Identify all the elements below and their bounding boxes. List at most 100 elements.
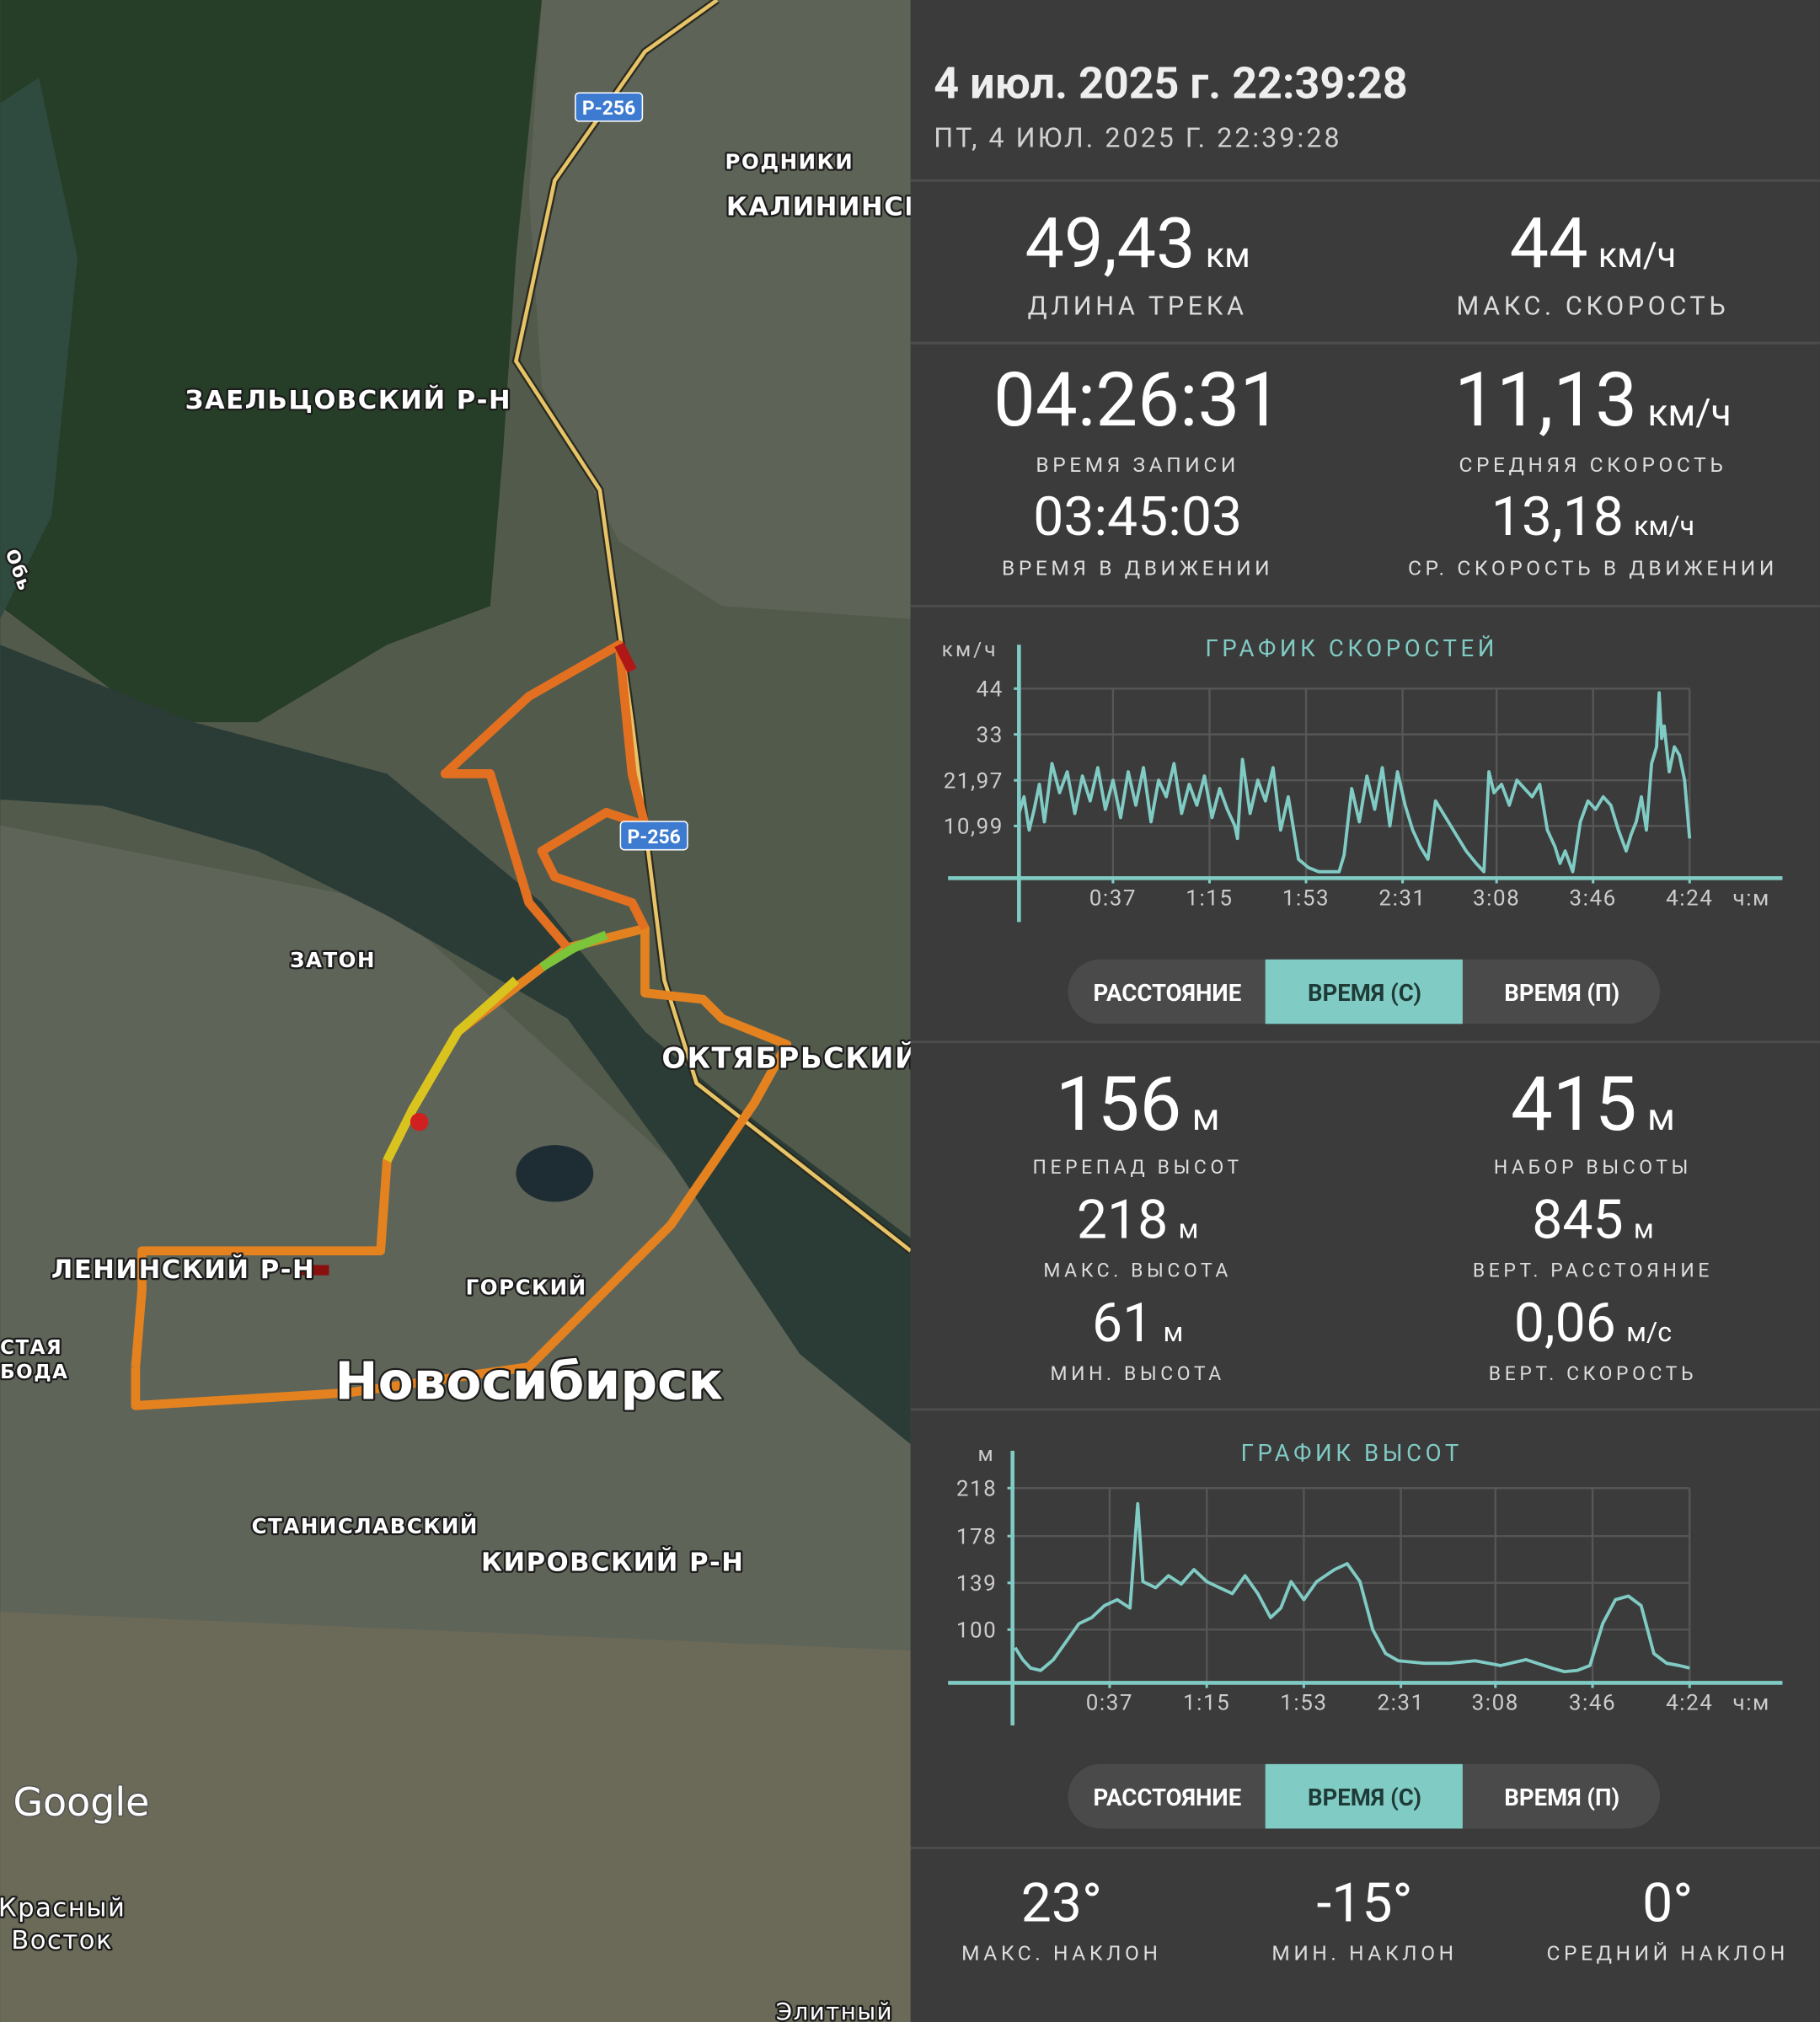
stat-number: 156 <box>1056 1061 1182 1148</box>
stat-value: 415 м <box>1511 1061 1675 1148</box>
mode-button-active[interactable] <box>1265 1763 1463 1829</box>
stat-label: МИН. ВЫСОТА <box>1050 1362 1224 1385</box>
y-tick-label: 100 <box>956 1618 997 1643</box>
stat-label: МАКС. СКОРОСТЬ <box>1457 292 1730 321</box>
stat-value: 13,18 км/ч <box>1491 484 1694 548</box>
map-label: Элитный <box>776 1998 893 2022</box>
stat-value: 845 м <box>1532 1187 1653 1251</box>
map-label: ЗАТОН <box>290 948 376 972</box>
road-badge <box>619 821 688 851</box>
y-unit: км/ч <box>942 637 998 661</box>
map-label: КАЛИНИНСК <box>726 193 927 222</box>
river <box>0 77 78 619</box>
map-label: ЗАЕЛЬЦОВСКИЙ Р-Н <box>185 385 511 415</box>
map-label: Красный <box>0 1893 126 1923</box>
stat-unit: км/ч <box>1598 236 1677 276</box>
track <box>539 930 608 971</box>
stat-label: МАКС. ВЫСОТА <box>1043 1259 1232 1281</box>
stat-value: 0,06 м/с <box>1514 1291 1672 1355</box>
y-tick-label: 10,99 <box>944 815 1004 840</box>
mode-button-active[interactable] <box>1265 959 1463 1024</box>
stat-label: ВРЕМЯ В ДВИЖЕНИИ <box>1002 556 1273 580</box>
stat-number: 04:26:31 <box>993 356 1282 444</box>
mode-button[interactable]: РАССТОЯНИЕ <box>1093 979 1241 1007</box>
mode-button[interactable]: ВРЕМЯ (П) <box>1504 979 1619 1007</box>
track-point <box>410 1112 429 1131</box>
x-tick-label: 2:31 <box>1378 885 1426 911</box>
stat-unit: м <box>1179 1212 1199 1244</box>
stat-label: СРЕДНИЙ НАКЛОН <box>1547 1941 1789 1966</box>
stat-label: ВЕРТ. РАССТОЯНИЕ <box>1473 1259 1713 1281</box>
map-label: Восток <box>11 1926 113 1955</box>
stat-label: МАКС. НАКЛОН <box>961 1941 1161 1966</box>
road-badge-label: Р-256 <box>582 97 635 120</box>
x-tick-label: 4:24 <box>1666 885 1713 911</box>
x-tick-label: 1:53 <box>1280 1691 1327 1716</box>
map-label: БОДА <box>0 1361 68 1383</box>
x-tick-label: 2:31 <box>1377 1691 1424 1716</box>
stat-label: СРЕДНЯЯ СКОРОСТЬ <box>1459 452 1726 477</box>
subtitle: ПТ, 4 ИЮЛ. 2025 Г. 22:39:28 <box>934 121 1341 153</box>
track <box>440 639 650 951</box>
stat-value: 44 км/ч <box>1510 203 1677 285</box>
stat-label: НАБОР ВЫСОТЫ <box>1494 1156 1692 1179</box>
lake <box>516 1145 594 1202</box>
x-tick-label: 3:46 <box>1569 1691 1616 1716</box>
map-attribution: Google <box>13 1779 149 1825</box>
stat-number: 61 <box>1092 1291 1153 1355</box>
map-label: ОКТЯБРЬСКИЙ Р <box>661 1040 953 1074</box>
stat-unit: км <box>1206 236 1250 276</box>
x-tick-label: 1:53 <box>1282 885 1330 911</box>
stat-number: 44 <box>1510 203 1588 285</box>
map-label: КИРОВСКИЙ Р-Н <box>481 1547 744 1577</box>
stat-unit: км/ч <box>1647 391 1731 435</box>
map-label: СТАЯ <box>0 1337 62 1359</box>
stat-value: 49,43 км <box>1025 203 1250 285</box>
urban-area <box>528 0 911 619</box>
track <box>614 642 637 673</box>
stat-label: ВЕРТ. СКОРОСТЬ <box>1489 1362 1697 1385</box>
road-badge <box>575 92 644 122</box>
stat-number: 845 <box>1532 1187 1623 1251</box>
data-line <box>1017 691 1692 874</box>
y-unit: м <box>977 1442 995 1466</box>
title: 4 июл. 2025 г. 22:39:28 <box>934 57 1407 109</box>
map-label: РОДНИКИ <box>725 150 854 174</box>
stat-number: 0° <box>1642 1871 1693 1935</box>
y-tick-label: 33 <box>977 723 1004 748</box>
stat-unit: м <box>1192 1095 1220 1139</box>
x-tick-label: 1:15 <box>1186 885 1233 911</box>
mode-button[interactable]: ВРЕМЯ (П) <box>1504 1784 1619 1811</box>
mode-button[interactable]: ВРЕМЯ (С) <box>1308 1784 1421 1811</box>
x-tick-label: 3:08 <box>1473 885 1520 911</box>
stat-number: 23° <box>1021 1871 1102 1935</box>
stat-value: 156 м <box>1056 1061 1220 1148</box>
x-tick-label: 0:37 <box>1086 1691 1133 1716</box>
x-tick-label: 0:37 <box>1089 885 1137 911</box>
stat-label: ВРЕМЯ ЗАПИСИ <box>1036 452 1239 477</box>
stat-value: 11,13 км/ч <box>1454 356 1732 444</box>
stat-label: МИН. НАКЛОН <box>1271 1941 1457 1966</box>
mode-button[interactable]: ВРЕМЯ (С) <box>1308 979 1421 1007</box>
map-label: Новосибирск <box>335 1352 723 1412</box>
stat-label: СР. СКОРОСТЬ В ДВИЖЕНИИ <box>1408 556 1778 580</box>
stat-value: -15° <box>1317 1871 1413 1935</box>
y-tick-label: 178 <box>956 1524 997 1549</box>
map-label: ГОРСКИЙ <box>466 1276 587 1300</box>
stat-number: -15° <box>1317 1871 1413 1935</box>
stat-unit: м <box>1163 1316 1183 1348</box>
urban-area <box>0 1612 911 2022</box>
x-unit: ч:м <box>1733 1691 1770 1716</box>
mode-button[interactable]: РАССТОЯНИЕ <box>1093 1784 1241 1811</box>
road-badge-label: Р-256 <box>628 826 681 848</box>
stat-value: 03:45:03 <box>1033 484 1242 548</box>
chart-title: ГРАФИК ВЫСОТ <box>1241 1439 1463 1467</box>
stat-number: 415 <box>1511 1061 1637 1148</box>
stat-label: ДЛИНА ТРЕКА <box>1028 292 1248 321</box>
stat-number: 218 <box>1077 1187 1168 1251</box>
stat-unit: км/ч <box>1634 510 1694 542</box>
x-unit: ч:м <box>1733 885 1770 911</box>
y-tick-label: 21,97 <box>944 768 1004 794</box>
